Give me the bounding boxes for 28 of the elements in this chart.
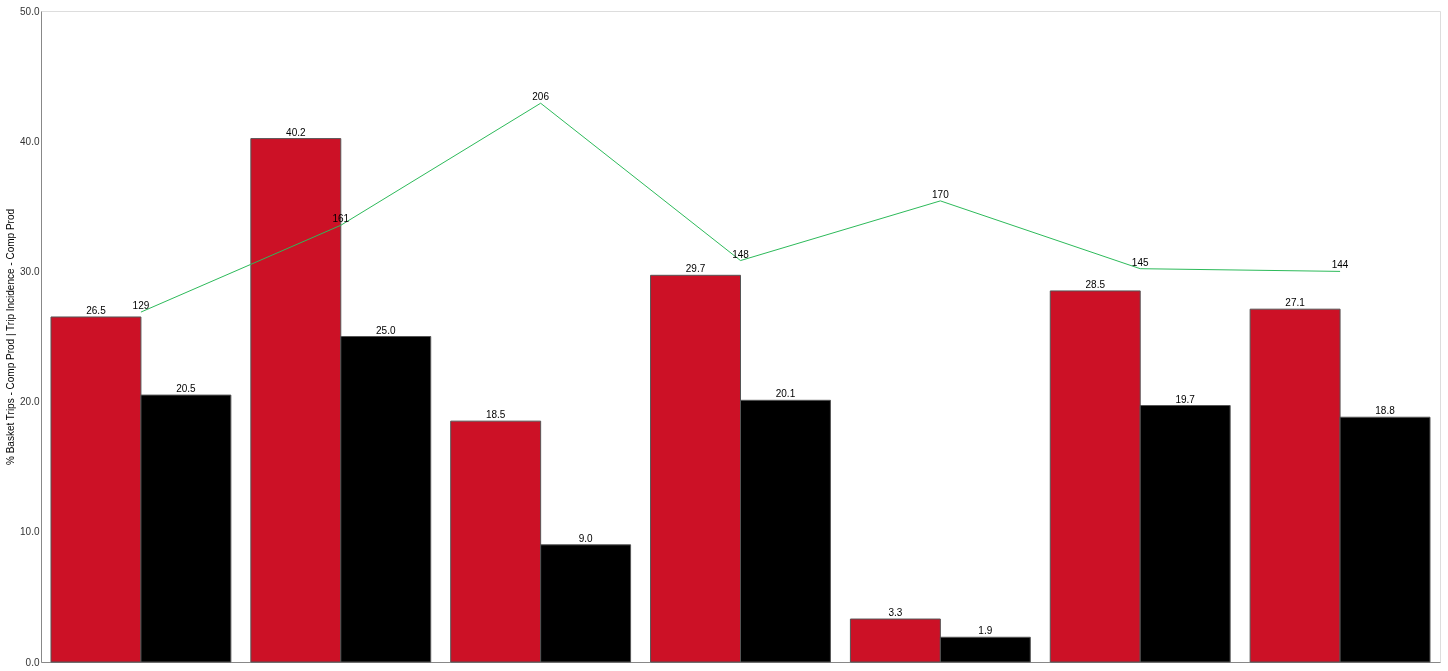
data-label: 19.7 [1175, 393, 1196, 405]
y-tick-label: 50.0 [20, 5, 40, 17]
y-tick-label: 20.0 [20, 396, 40, 408]
data-label: 20.1 [775, 388, 796, 400]
data-label: 148 [732, 248, 750, 260]
data-label: 26.5 [86, 304, 107, 316]
y-tick-label: 40.0 [20, 135, 40, 147]
y-tick-label: 0.0 [25, 656, 40, 668]
data-label: 18.5 [485, 409, 506, 421]
data-label: 206 [532, 91, 550, 103]
y-tick-label: 10.0 [20, 526, 40, 538]
data-label: 144 [1331, 259, 1349, 271]
y-tick-label: 30.0 [20, 265, 40, 277]
data-label: 25.0 [376, 324, 396, 336]
data-label: 40.2 [286, 126, 306, 138]
data-label: 20.5 [176, 383, 197, 395]
data-label: 1.9 [978, 625, 993, 637]
data-label: 18.8 [1375, 405, 1396, 417]
data-label: 27.1 [1285, 297, 1306, 309]
data-label: 145 [1131, 256, 1149, 268]
data-label: 28.5 [1085, 278, 1106, 290]
data-label: 170 [932, 188, 950, 200]
data-label: 129 [132, 300, 150, 312]
data-label: 9.0 [578, 532, 593, 544]
data-label: 161 [332, 213, 350, 225]
data-label: 3.3 [888, 607, 903, 619]
data-label: 29.7 [685, 263, 706, 275]
y-axis-title: % Basket Trips - Comp Prod | Trip Incidence - Comp Prod [5, 208, 17, 466]
